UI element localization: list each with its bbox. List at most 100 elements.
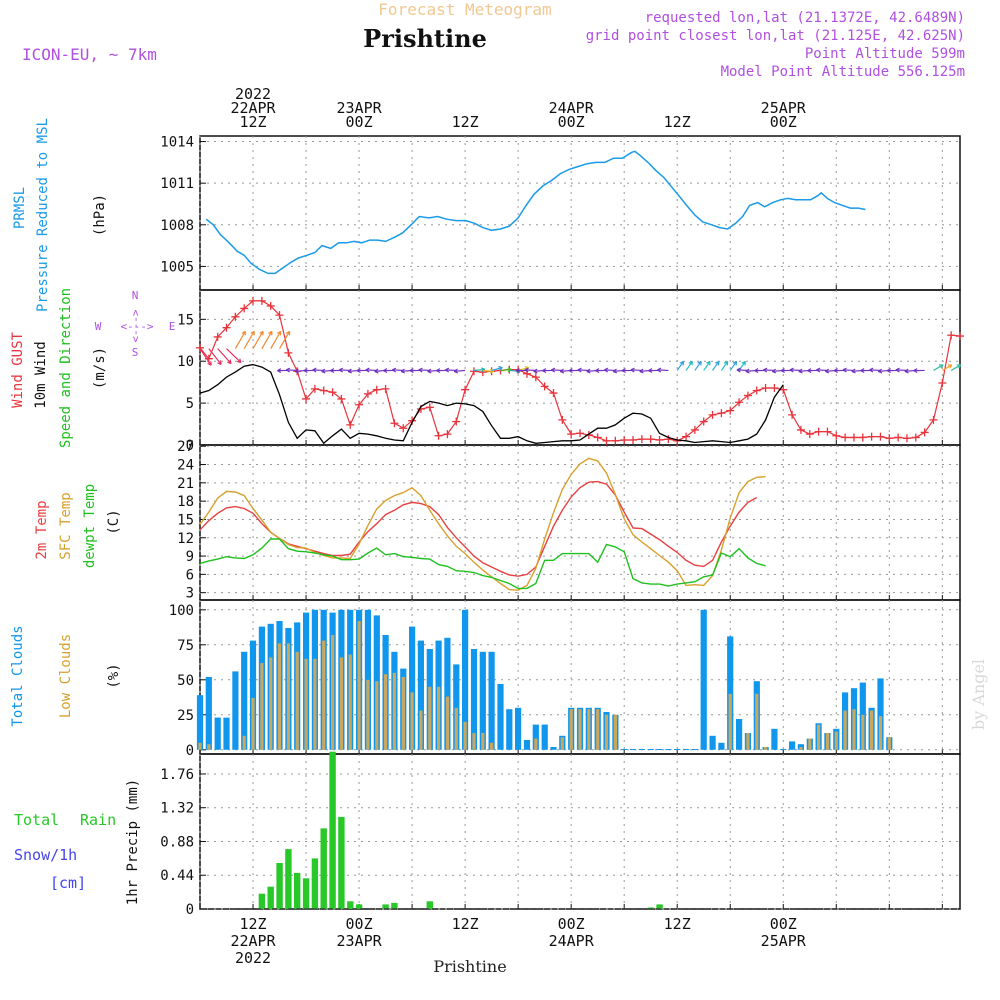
wind-arrow-head bbox=[577, 367, 582, 373]
y-tick-label-temperature: 27 bbox=[177, 439, 194, 455]
gust-point bbox=[902, 434, 911, 443]
wind-arrow-head bbox=[878, 368, 883, 374]
total-clouds-bar bbox=[532, 724, 539, 750]
low-clouds-bar bbox=[392, 672, 396, 750]
watermark: by Angel bbox=[969, 659, 988, 730]
wind-arrow-head bbox=[236, 358, 242, 364]
gust-point bbox=[832, 431, 841, 440]
gust-point bbox=[390, 419, 399, 428]
bottom-time-label: 25APR bbox=[761, 932, 807, 950]
total-clouds-bar bbox=[506, 709, 513, 750]
wind-arrow-head bbox=[294, 368, 299, 374]
gust-point bbox=[708, 410, 717, 419]
total-clouds-bar bbox=[417, 640, 424, 750]
location-title: Prishtine bbox=[363, 24, 487, 53]
low-clouds-bar bbox=[339, 657, 343, 750]
wind-arrow-head bbox=[217, 360, 222, 365]
low-clouds-bar bbox=[331, 635, 335, 750]
gust-point bbox=[196, 343, 204, 352]
wind-direction-arrow bbox=[365, 369, 377, 372]
gust-point bbox=[275, 311, 284, 320]
wind-arrow-head bbox=[648, 368, 653, 374]
total-clouds-bar bbox=[789, 741, 796, 750]
rain-bar bbox=[382, 904, 389, 909]
wind-arrow-head bbox=[285, 330, 291, 336]
y-tick-label-pressure: 1008 bbox=[160, 218, 194, 234]
wind-direction-arrow bbox=[869, 369, 881, 372]
pressure-label-prmsl: PRMSL bbox=[12, 187, 28, 229]
rain-bar bbox=[426, 901, 433, 909]
low-clouds-bar bbox=[242, 735, 246, 750]
wind-direction-arrow bbox=[418, 369, 430, 372]
grid-point-coords: grid point closest lon,lat (21.125E, 42.… bbox=[586, 28, 965, 44]
snow-legend: Snow/1h bbox=[14, 846, 77, 864]
total-clouds-bar bbox=[488, 651, 495, 750]
bottom-time-label: 12Z bbox=[239, 915, 266, 933]
wind-arrow-head bbox=[400, 368, 406, 374]
gust-point bbox=[690, 425, 699, 434]
wind-direction-arrow bbox=[500, 368, 512, 372]
low-clouds-label: Low Clouds bbox=[58, 634, 74, 718]
gust-label: Wind GUST bbox=[10, 332, 26, 408]
gust-point bbox=[646, 435, 655, 444]
low-clouds-bar bbox=[286, 643, 290, 750]
wind-arrow-head bbox=[276, 330, 282, 336]
wind-arrow-head bbox=[630, 367, 635, 373]
gust-point bbox=[796, 425, 805, 434]
y-tick-label-temperature: 21 bbox=[177, 476, 194, 492]
gust-point bbox=[849, 433, 858, 442]
wind-arrow-head bbox=[595, 368, 600, 374]
wind-direction-arrow bbox=[509, 369, 521, 372]
wind-direction-arrow bbox=[524, 369, 536, 372]
gust-point bbox=[469, 367, 478, 376]
pressure-unit: (hPa) bbox=[92, 194, 108, 236]
wind-arrow-head bbox=[542, 368, 547, 374]
total-clouds-bar bbox=[470, 649, 478, 750]
wind-arrow-head bbox=[453, 368, 459, 374]
gust-point bbox=[372, 385, 381, 394]
gust-point bbox=[319, 386, 328, 395]
rain-bar bbox=[276, 863, 283, 909]
top-time-label: 12Z bbox=[452, 113, 479, 131]
low-clouds-bar bbox=[260, 663, 264, 750]
top-time-label: 00Z bbox=[770, 113, 797, 131]
total-clouds-bar bbox=[550, 747, 557, 750]
low-clouds-bar bbox=[843, 710, 847, 750]
total-clouds-bar bbox=[709, 735, 716, 750]
wind-arrow-head bbox=[697, 360, 702, 366]
y-tick-label-wind: 15 bbox=[177, 312, 194, 328]
wind-arrow-head bbox=[904, 368, 909, 374]
wind-arrow-head bbox=[365, 367, 370, 373]
total-clouds-bar bbox=[515, 707, 522, 750]
rain-bar bbox=[320, 828, 327, 909]
wind-arrow-head bbox=[851, 368, 856, 374]
wind-arrow-head bbox=[250, 330, 255, 336]
low-clouds-bar bbox=[852, 709, 856, 750]
gust-point bbox=[584, 430, 593, 439]
model-point-altitude: Model Point Altitude 556.125m bbox=[721, 64, 965, 80]
y-tick-label-pressure: 1014 bbox=[160, 135, 194, 151]
gust-point bbox=[302, 394, 311, 403]
wind-direction-arrow bbox=[736, 369, 748, 372]
total-clouds-bar bbox=[214, 717, 221, 750]
y-tick-label-temperature: 15 bbox=[177, 512, 194, 528]
wind-direction-arrow bbox=[261, 331, 273, 349]
wind-direction-arrow bbox=[720, 361, 729, 371]
wind-arrow-head bbox=[586, 368, 591, 374]
total-clouds-bar bbox=[691, 749, 698, 750]
low-clouds-bar bbox=[313, 658, 317, 750]
gust-point bbox=[222, 323, 231, 332]
wind-direction-arrow bbox=[630, 369, 642, 372]
wind-direction-arrow bbox=[252, 331, 264, 349]
low-clouds-bar bbox=[817, 724, 821, 750]
gust-point bbox=[726, 406, 735, 415]
low-clouds-bar bbox=[870, 710, 874, 750]
y-tick-label-wind: 10 bbox=[177, 354, 194, 370]
wind-arrow-head bbox=[383, 368, 388, 374]
low-clouds-bar bbox=[277, 643, 282, 750]
wind-direction-arrow bbox=[577, 369, 589, 372]
bottom-time-label: 00Z bbox=[346, 915, 373, 933]
rain-bar bbox=[329, 751, 336, 909]
gust-point bbox=[620, 435, 629, 444]
